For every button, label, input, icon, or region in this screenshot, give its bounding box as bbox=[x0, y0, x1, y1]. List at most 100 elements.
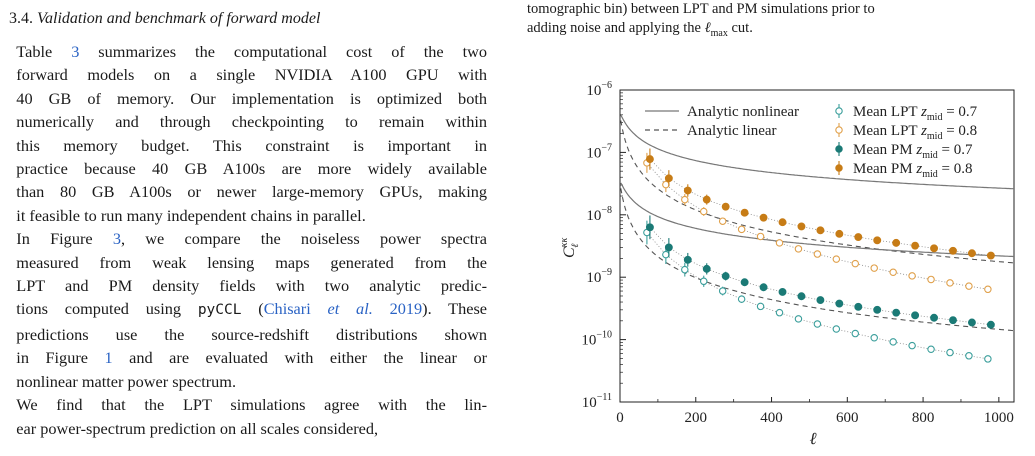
data-point-lpt08 bbox=[681, 195, 689, 204]
data-point-lpt07 bbox=[965, 352, 973, 360]
data-point-pm08 bbox=[721, 202, 730, 211]
figure-reference-link[interactable]: 3 bbox=[112, 229, 121, 249]
data-point-lpt08 bbox=[927, 275, 935, 284]
data-point-pm08 bbox=[645, 155, 654, 164]
data-point-lpt08 bbox=[775, 239, 784, 247]
data-point-pm08 bbox=[911, 241, 920, 250]
text-line: than 80 GB A100s or newer large-memory G… bbox=[0, 180, 487, 203]
legend-marker-pm08 bbox=[835, 164, 843, 172]
text-run: In Figure bbox=[16, 229, 113, 249]
y-tick-label: 10−8 bbox=[586, 205, 612, 224]
text-line: measured from weak lensing maps generate… bbox=[0, 251, 487, 274]
data-point-pm08 bbox=[816, 226, 825, 235]
legend-marker-pm07 bbox=[835, 145, 843, 153]
data-point-lpt08 bbox=[946, 279, 954, 287]
text-run: than 80 GB A100s or newer large-memory G… bbox=[16, 182, 487, 202]
data-point-lpt08 bbox=[756, 232, 765, 241]
x-tick-label: 1000 bbox=[984, 410, 1014, 426]
text-line: this memory budget. This constraint is i… bbox=[0, 134, 487, 157]
data-point-lpt08 bbox=[737, 225, 746, 234]
legend-label-pm08: Mean PM zmid = 0.8 bbox=[853, 161, 972, 180]
data-point-lpt07 bbox=[889, 338, 897, 346]
data-point-lpt08 bbox=[908, 272, 916, 280]
text-run: it feasible to run many independent chai… bbox=[16, 205, 366, 225]
figure-reference-link[interactable]: 3 bbox=[71, 42, 80, 61]
text-run: , we compare the noiseless power spectra bbox=[120, 229, 487, 249]
data-point-pm07 bbox=[664, 243, 673, 252]
data-point-lpt07 bbox=[718, 287, 727, 295]
y-tick-label: 10−9 bbox=[586, 267, 612, 286]
data-point-pm08 bbox=[835, 229, 844, 238]
figure-caption-continued: tomographic bin) between LPT and PM simu… bbox=[527, 0, 1035, 43]
data-point-lpt07 bbox=[851, 329, 860, 338]
data-point-lpt08 bbox=[662, 180, 670, 189]
x-tick-label: 0 bbox=[616, 410, 624, 426]
figure-reference-link[interactable]: 1 bbox=[104, 348, 113, 368]
data-point-pm07 bbox=[892, 308, 901, 317]
data-point-lpt07 bbox=[870, 334, 878, 342]
data-point-lpt08 bbox=[832, 255, 841, 263]
data-point-pm08 bbox=[778, 218, 787, 227]
text-run: and are evaluated with either the linear… bbox=[112, 348, 488, 368]
ell-symbol: ℓ bbox=[704, 19, 711, 36]
legend-marker-lpt07 bbox=[835, 107, 843, 115]
data-point-pm07 bbox=[683, 255, 692, 264]
data-point-pm07 bbox=[930, 313, 938, 322]
data-point-lpt08 bbox=[984, 285, 992, 294]
y-axis-label: Cκκℓ bbox=[559, 238, 581, 258]
citation-link[interactable]: Chisari et al. 2019 bbox=[263, 299, 423, 319]
data-point-pm07 bbox=[835, 299, 844, 308]
data-point-lpt08 bbox=[889, 268, 897, 277]
data-point-pm08 bbox=[797, 222, 806, 231]
data-point-pm07 bbox=[873, 305, 882, 314]
power-spectrum-figure: 0 200 400 600 800 1000 10−11 10−10 10−9 10−8 10−7 1… bbox=[527, 80, 1035, 456]
data-point-lpt08 bbox=[870, 264, 878, 272]
data-point-lpt07 bbox=[681, 265, 689, 274]
text-run: measured from weak lensing maps generate… bbox=[16, 252, 487, 272]
data-point-lpt07 bbox=[908, 341, 916, 350]
text-run: 40 GB of memory. Our implementation is o… bbox=[16, 88, 487, 108]
text-run: numerically and through checkpointing to… bbox=[16, 112, 487, 132]
data-point-pm07 bbox=[778, 288, 787, 296]
data-point-lpt07 bbox=[813, 320, 822, 328]
caption-text: adding noise and applying the bbox=[527, 19, 705, 36]
paragraph-3: We find that the LPT simulations agree w… bbox=[0, 393, 487, 440]
series-connector-pm07 bbox=[649, 227, 991, 326]
analytic-nonlinear-curve-z08 bbox=[620, 114, 1014, 190]
data-point-pm07 bbox=[816, 296, 825, 305]
data-point-lpt07 bbox=[984, 355, 992, 363]
data-point-pm07 bbox=[911, 311, 920, 320]
analytic-linear-curve-z07 bbox=[620, 188, 1014, 332]
data-point-lpt07 bbox=[662, 250, 670, 259]
series-connector-lpt08 bbox=[646, 162, 988, 290]
text-run: in Figure bbox=[16, 348, 105, 368]
plot-frame bbox=[619, 89, 1015, 403]
caption-text-end: cut. bbox=[727, 19, 753, 36]
section-heading: 3.4. Validation and benchmark of forward… bbox=[0, 8, 487, 30]
text-run: forward models on a single NVIDIA A100 G… bbox=[16, 65, 487, 85]
data-point-lpt08 bbox=[965, 282, 973, 290]
data-point-lpt07 bbox=[794, 315, 803, 323]
text-run: summarizes the computational cost of the… bbox=[79, 42, 488, 61]
text-line: We find that the LPT simulations agree w… bbox=[0, 393, 487, 416]
y-tick-label: 10−10 bbox=[581, 330, 612, 349]
text-line: practice because 40 GB A100s are more wi… bbox=[0, 157, 487, 180]
data-point-pm07 bbox=[967, 318, 976, 327]
text-run: nonlinear matter power spectrum. bbox=[16, 371, 237, 391]
text-line: it feasible to run many independent chai… bbox=[0, 204, 487, 227]
legend-label-lpt07: Mean LPT zmid = 0.7 bbox=[853, 104, 978, 123]
paragraph-2: In Figure 3, we compare the noiseless po… bbox=[0, 227, 487, 393]
data-point-pm07 bbox=[986, 320, 995, 329]
data-point-lpt07 bbox=[737, 295, 746, 303]
data-point-pm08 bbox=[986, 251, 995, 260]
caption-line-2: adding noise and applying the ℓmax cut. bbox=[527, 19, 1035, 43]
text-line: 40 GB of memory. Our implementation is o… bbox=[0, 87, 487, 110]
data-point-pm07 bbox=[645, 223, 654, 232]
text-line: Table 3 summarizes the computational cos… bbox=[0, 40, 487, 63]
x-tick-label: 400 bbox=[760, 410, 783, 426]
text-line: in Figure 1 and are evaluated with eithe… bbox=[0, 346, 487, 369]
data-point-lpt07 bbox=[946, 348, 954, 357]
y-tick-label: 10−7 bbox=[586, 142, 612, 161]
text-line: LPT and PM density fields with two analy… bbox=[0, 274, 487, 297]
data-point-pm08 bbox=[892, 238, 901, 247]
